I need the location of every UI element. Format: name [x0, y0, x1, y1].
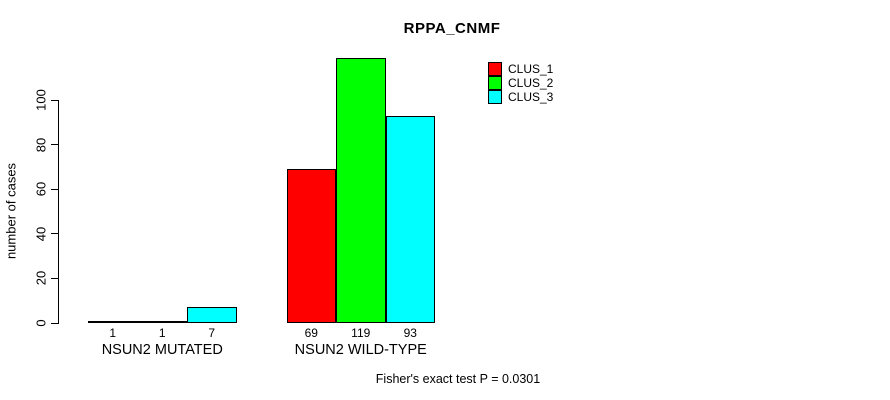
bar-value-label: 69 — [304, 326, 318, 340]
y-tick-label: 20 — [33, 271, 49, 286]
bar-value-label: 7 — [208, 326, 216, 340]
category-label: NSUN2 MUTATED — [101, 342, 223, 358]
bar-clus_1-group1 — [88, 320, 138, 323]
y-tick-label: 80 — [33, 137, 49, 152]
y-tick-label: 60 — [33, 181, 49, 197]
y-tick-mark — [51, 277, 58, 279]
chart-title: RPPA_CNMF — [403, 20, 501, 37]
category-label: NSUN2 WILD-TYPE — [294, 342, 427, 358]
legend: CLUS_1 CLUS_2 CLUS_3 — [488, 62, 553, 104]
bar-value-label: 119 — [351, 326, 371, 340]
legend-item-clus_2: CLUS_2 — [488, 76, 553, 90]
y-axis-line — [58, 100, 59, 324]
legend-swatch-clus_3 — [488, 90, 502, 104]
y-tick-label: 40 — [33, 226, 49, 242]
legend-swatch-clus_2 — [488, 76, 502, 90]
legend-label: CLUS_2 — [508, 76, 554, 90]
bar-clus_2-group2 — [336, 57, 386, 323]
legend-label: CLUS_3 — [508, 90, 554, 104]
footnote: Fisher's exact test P = 0.0301 — [375, 372, 541, 386]
y-tick-mark — [51, 188, 58, 190]
y-tick-mark — [51, 144, 58, 146]
bar-value-label: 1 — [158, 326, 166, 340]
legend-swatch-clus_1 — [488, 62, 502, 76]
legend-item-clus_1: CLUS_1 — [488, 62, 553, 76]
bar-clus_3-group2 — [385, 115, 435, 323]
legend-item-clus_3: CLUS_3 — [488, 90, 553, 104]
y-tick-mark — [51, 322, 58, 324]
y-tick-label: 0 — [33, 319, 49, 327]
y-tick-label: 100 — [33, 89, 49, 111]
y-tick-mark — [51, 233, 58, 235]
y-tick-mark — [51, 99, 58, 101]
bar-clus_1-group2 — [286, 169, 336, 323]
bar-value-label: 93 — [403, 326, 417, 340]
legend-label: CLUS_1 — [508, 62, 554, 76]
bar-value-label: 1 — [109, 326, 117, 340]
bar-clus_2-group1 — [137, 320, 187, 323]
bar-clus_3-group1 — [187, 307, 237, 323]
